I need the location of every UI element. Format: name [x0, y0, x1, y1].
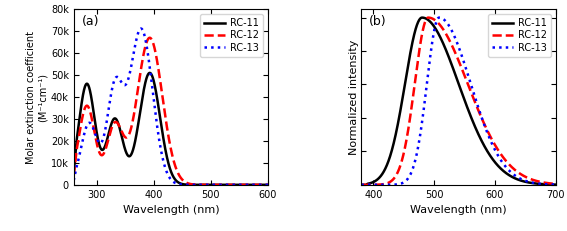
RC-13: [447, 27, 454, 30]
RC-11: [511, 177, 518, 179]
RC-12: [547, 182, 553, 185]
RC-13: [511, 174, 518, 176]
RC-12: [259, 183, 266, 186]
Line: RC-12: RC-12: [74, 38, 268, 185]
RC-11: [160, 136, 167, 138]
Text: (b): (b): [369, 15, 387, 27]
RC-13: [368, 183, 375, 186]
RC-13: [259, 183, 266, 186]
RC-13: [80, 135, 87, 138]
RC-13: [165, 174, 172, 177]
RC-13: [452, 38, 459, 41]
RC-12: [223, 183, 230, 186]
RC-12: [552, 182, 559, 185]
Line: RC-11: RC-11: [74, 73, 268, 185]
RC-12: [452, 53, 459, 56]
Line: RC-11: RC-11: [361, 18, 556, 185]
RC-12: [146, 36, 153, 39]
RC-12: [70, 174, 77, 177]
RC-12: [425, 16, 431, 19]
RC-11: [70, 171, 77, 174]
RC-11: [259, 183, 266, 186]
RC-11: [265, 183, 272, 186]
X-axis label: Wavelength (nm): Wavelength (nm): [410, 205, 507, 215]
RC-12: [265, 183, 272, 186]
RC-13: [138, 27, 145, 30]
Legend: RC-11, RC-12, RC-13: RC-11, RC-12, RC-13: [488, 14, 551, 57]
RC-13: [160, 159, 167, 162]
Y-axis label: Molar extinction coefficient
(M⁻¹cm⁻¹): Molar extinction coefficient (M⁻¹cm⁻¹): [27, 30, 48, 164]
RC-11: [452, 75, 459, 78]
Text: (a): (a): [82, 15, 99, 27]
RC-13: [265, 183, 272, 186]
RC-11: [146, 71, 153, 74]
RC-11: [259, 183, 266, 186]
RC-12: [165, 134, 172, 137]
Line: RC-13: RC-13: [74, 29, 268, 185]
RC-11: [368, 182, 375, 184]
RC-13: [358, 183, 365, 186]
RC-11: [447, 61, 454, 64]
Line: RC-13: RC-13: [361, 18, 556, 185]
Line: RC-12: RC-12: [361, 18, 556, 185]
RC-11: [547, 183, 553, 186]
RC-11: [552, 183, 559, 186]
RC-12: [80, 111, 87, 113]
X-axis label: Wavelength (nm): Wavelength (nm): [122, 205, 219, 215]
RC-11: [165, 161, 172, 164]
RC-11: [418, 16, 425, 19]
Y-axis label: Normalized intensity: Normalized intensity: [349, 39, 358, 155]
RC-12: [160, 100, 167, 103]
RC-13: [70, 179, 77, 182]
RC-12: [368, 183, 375, 186]
RC-13: [547, 183, 553, 186]
RC-12: [547, 182, 553, 185]
RC-13: [223, 183, 230, 186]
RC-12: [447, 42, 454, 44]
RC-12: [511, 168, 518, 171]
RC-12: [358, 183, 365, 186]
RC-11: [223, 183, 230, 186]
RC-11: [80, 90, 87, 93]
RC-13: [435, 16, 442, 19]
Legend: RC-11, RC-12, RC-13: RC-11, RC-12, RC-13: [200, 14, 263, 57]
RC-13: [552, 183, 559, 186]
RC-13: [547, 183, 553, 186]
RC-11: [547, 183, 553, 186]
RC-13: [259, 183, 266, 186]
RC-12: [259, 183, 266, 186]
RC-11: [358, 183, 365, 186]
